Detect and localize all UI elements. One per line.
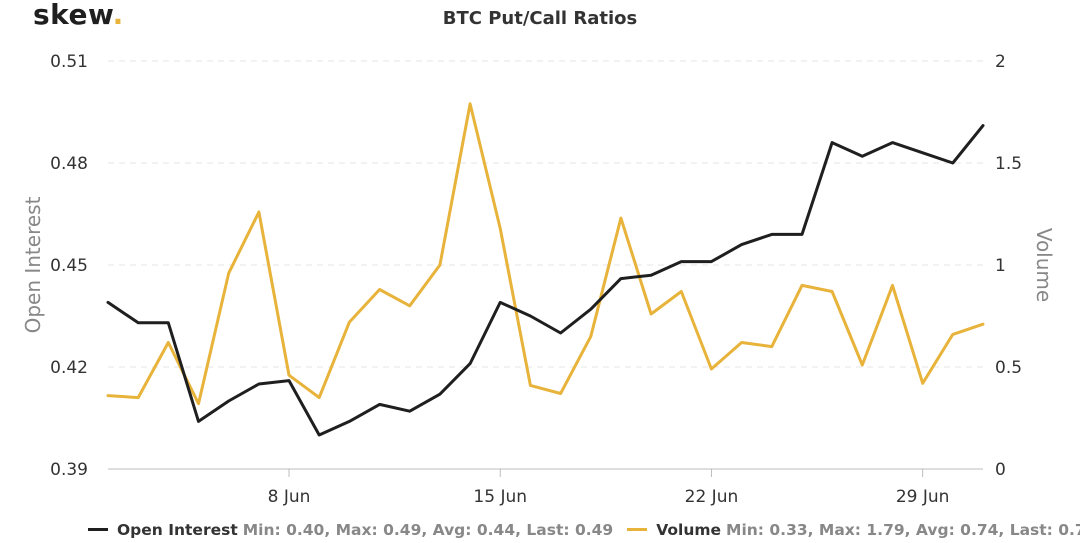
left-tick-label: 0.42 — [50, 358, 88, 378]
legend-label-open-interest: Open Interest — [117, 520, 238, 539]
legend[interactable]: Open Interest Min: 0.40, Max: 0.49, Avg:… — [88, 517, 1080, 539]
right-tick-labels: 0 0.5 1 1.5 2 — [995, 52, 1022, 480]
legend-symbol-open-interest — [88, 528, 108, 531]
right-tick-label: 2 — [995, 52, 1006, 72]
left-tick-label: 0.48 — [50, 154, 88, 174]
right-tick-label: 1.5 — [995, 154, 1022, 174]
x-tick-labels: 8 Jun 15 Jun 22 Jun 29 Jun — [268, 487, 950, 507]
left-tick-label: 0.39 — [50, 460, 88, 480]
series-lines — [106, 102, 985, 437]
logo-dot: . — [112, 0, 124, 31]
x-tick-label: 8 Jun — [268, 487, 311, 507]
legend-stats-volume: Min: 0.33, Max: 1.79, Avg: 0.74, Last: 0… — [726, 520, 1080, 539]
legend-item-volume[interactable]: Volume Min: 0.33, Max: 1.79, Avg: 0.74, … — [627, 521, 1080, 539]
right-tick-label: 1 — [995, 256, 1006, 276]
left-tick-label: 0.51 — [50, 52, 88, 72]
right-axis-title: Volume — [1032, 228, 1056, 302]
legend-item-open-interest[interactable]: Open Interest Min: 0.40, Max: 0.49, Avg:… — [88, 521, 613, 539]
right-tick-label: 0 — [995, 460, 1006, 480]
left-axis-title: Open Interest — [21, 196, 45, 333]
x-tick-label: 22 Jun — [685, 487, 739, 507]
left-tick-labels: 0.39 0.42 0.45 0.48 0.51 — [50, 52, 88, 480]
gridlines — [108, 60, 983, 368]
axes — [108, 468, 983, 477]
legend-stats-open-interest: Min: 0.40, Max: 0.49, Avg: 0.44, Last: 0… — [242, 520, 614, 539]
x-tick-label: 29 Jun — [896, 487, 950, 507]
chart-title: BTC Put/Call Ratios — [442, 8, 638, 29]
legend-symbol-volume — [627, 528, 648, 531]
x-tick-label: 15 Jun — [473, 487, 527, 507]
logo-text: skew — [33, 0, 113, 31]
left-tick-label: 0.45 — [50, 256, 88, 276]
series-line-open-interest[interactable] — [106, 124, 985, 437]
skew-logo: skew. — [33, 0, 124, 31]
right-tick-label: 0.5 — [995, 358, 1022, 378]
series-line-volume[interactable] — [106, 102, 985, 406]
legend-label-volume: Volume — [656, 520, 722, 539]
